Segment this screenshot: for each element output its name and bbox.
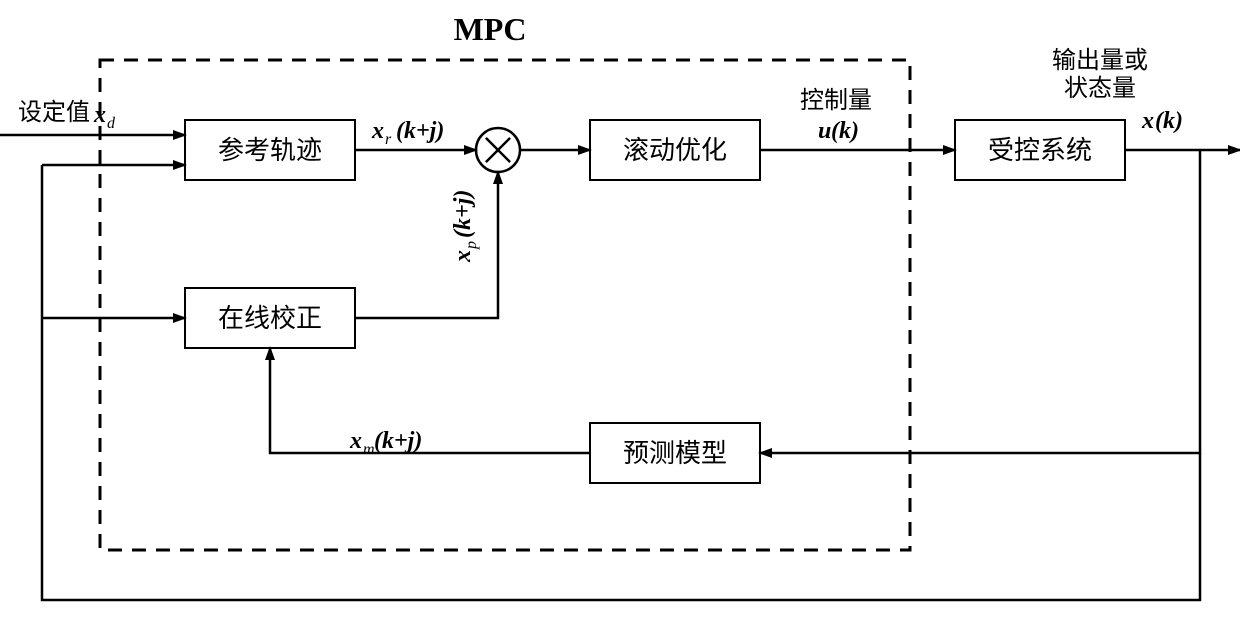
block-pred_model: 预测模型 [590,423,760,483]
label-output1: 输出量或 [1052,47,1148,74]
svg-text:受控系统: 受控系统 [988,136,1092,165]
svg-text:r: r [385,131,392,148]
title-mpc: MPC [454,11,527,47]
svg-text:x: x [450,250,476,263]
svg-text:(k): (k) [1155,108,1183,134]
svg-text:参考轨迹: 参考轨迹 [218,136,322,165]
label-output2: 状态量 [1064,75,1136,102]
label-setpoint: 设定值 [18,99,90,126]
math-label: x(k) [1141,108,1183,134]
math-label: xr(k+j) [371,118,444,148]
svg-text:x: x [93,102,106,128]
edge [760,150,1200,453]
svg-text:(k): (k) [831,118,859,144]
summing-junction [476,128,520,172]
svg-text:x: x [349,428,362,454]
svg-text:滚动优化: 滚动优化 [623,136,727,165]
svg-text:(k+j): (k+j) [450,190,476,238]
block-plant: 受控系统 [955,120,1125,180]
label-control: 控制量 [800,87,872,114]
edge [270,348,590,453]
block-online_cal: 在线校正 [185,288,355,348]
svg-text:p: p [463,241,480,250]
svg-text:预测模型: 预测模型 [623,439,727,468]
svg-text:(k+j): (k+j) [374,428,422,454]
svg-text:x: x [371,118,384,144]
math-label: u(k) [818,118,859,144]
svg-text:x: x [1141,108,1154,134]
mpc-block-diagram: MPC参考轨迹在线校正滚动优化预测模型受控系统设定值xdxr(k+j)xp(k+… [0,0,1240,626]
svg-text:d: d [107,115,116,132]
block-roll_opt: 滚动优化 [590,120,760,180]
svg-text:在线校正: 在线校正 [218,304,322,333]
label-xp: xp (k+j) [450,190,480,263]
math-label: xm(k+j) [349,428,422,458]
svg-text:m: m [363,441,375,458]
math-label: xp (k+j) [450,190,480,263]
svg-text:(k+j): (k+j) [396,118,444,144]
svg-text:u: u [818,118,831,144]
block-ref_traj: 参考轨迹 [185,120,355,180]
edge [42,165,1200,600]
math-label: xd [93,102,116,132]
